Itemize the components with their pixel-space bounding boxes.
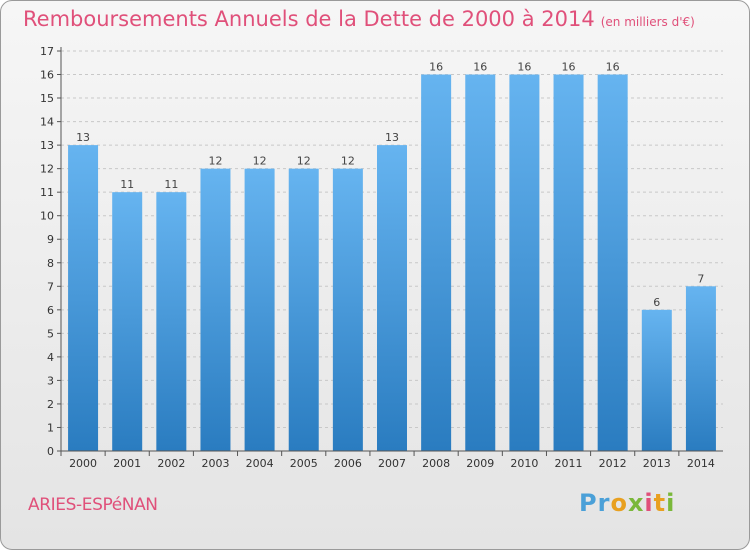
bar-2012 (597, 74, 628, 451)
data-label-2002: 11 (164, 178, 178, 191)
logo-letter: i (666, 489, 676, 517)
chart-title: Remboursements Annuels de la Dette de 20… (23, 7, 695, 31)
data-label-2006: 12 (341, 155, 355, 168)
x-tick-label: 2013 (643, 457, 671, 470)
data-label-2013: 6 (653, 296, 660, 309)
y-tick-label: 7 (47, 280, 54, 293)
bar-2001 (112, 192, 143, 452)
data-label-2011: 16 (562, 61, 576, 74)
y-tick-label: 3 (47, 374, 54, 387)
y-tick-label: 5 (47, 327, 54, 340)
y-tick-label: 13 (40, 139, 54, 152)
bar-2009 (465, 74, 496, 451)
y-tick-label: 9 (47, 233, 54, 246)
x-tick-label: 2003 (201, 457, 229, 470)
logo-letter: r (597, 489, 611, 517)
x-tick-label: 2001 (113, 457, 141, 470)
y-tick-label: 8 (47, 257, 54, 270)
data-label-2000: 13 (76, 131, 90, 144)
data-label-2001: 11 (120, 178, 134, 191)
y-tick-label: 0 (47, 445, 54, 458)
y-tick-label: 10 (40, 210, 54, 223)
bar-2003 (200, 168, 231, 451)
data-label-2014: 7 (697, 272, 704, 285)
bar-2005 (288, 168, 319, 451)
logo-letter: o (610, 489, 628, 517)
bar-2002 (156, 192, 187, 452)
logo-letter: x (627, 489, 645, 517)
y-tick-label: 11 (40, 186, 54, 199)
x-tick-label: 2014 (687, 457, 715, 470)
x-tick-label: 2005 (290, 457, 318, 470)
x-tick-label: 2011 (555, 457, 583, 470)
y-tick-label: 17 (40, 45, 54, 58)
y-tick-label: 15 (40, 92, 54, 105)
data-label-2004: 12 (253, 155, 267, 168)
x-tick-label: 2007 (378, 457, 406, 470)
y-tick-label: 14 (40, 116, 54, 129)
data-label-2005: 12 (297, 155, 311, 168)
x-tick-label: 2012 (599, 457, 627, 470)
y-tick-label: 16 (40, 69, 54, 82)
bar-2010 (509, 74, 540, 451)
y-tick-label: 4 (47, 351, 54, 364)
x-tick-label: 2002 (157, 457, 185, 470)
bar-2000 (68, 145, 99, 451)
logo-letter: t (653, 489, 667, 517)
x-tick-label: 2010 (510, 457, 538, 470)
data-label-2010: 16 (517, 61, 531, 74)
proxiti-logo: Proxiti (579, 489, 675, 517)
logo-letter: P (579, 489, 598, 517)
bar-2008 (421, 74, 452, 451)
city-name: ARIES-ESPéNAN (28, 495, 158, 515)
chart-unit: (en milliers d'€) (600, 15, 695, 29)
bar-2007 (377, 145, 407, 451)
bar-2004 (244, 168, 275, 451)
data-label-2007: 13 (385, 131, 399, 144)
y-tick-label: 6 (47, 304, 54, 317)
x-tick-label: 2000 (69, 457, 97, 470)
y-tick-label: 12 (40, 163, 54, 176)
data-label-2009: 16 (473, 61, 487, 74)
bar-2011 (553, 74, 584, 451)
x-tick-label: 2009 (466, 457, 494, 470)
y-tick-label: 2 (47, 398, 54, 411)
data-label-2003: 12 (208, 155, 222, 168)
data-label-2008: 16 (429, 61, 443, 74)
data-label-2012: 16 (606, 61, 620, 74)
x-tick-label: 2008 (422, 457, 450, 470)
chart-title-text: Remboursements Annuels de la Dette de 20… (23, 7, 595, 31)
bar-2013 (641, 309, 672, 451)
x-tick-label: 2006 (334, 457, 362, 470)
bar-2006 (332, 168, 363, 451)
y-tick-label: 1 (47, 421, 54, 434)
bar-2014 (685, 286, 716, 451)
x-tick-label: 2004 (246, 457, 274, 470)
logo-letter: i (644, 489, 654, 517)
